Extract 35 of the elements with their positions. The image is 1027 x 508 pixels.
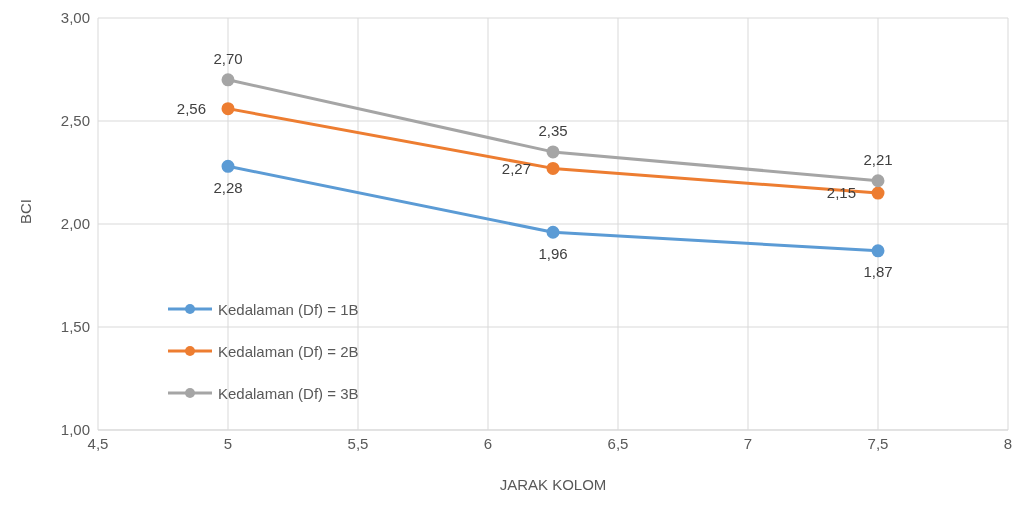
x-tick-label: 8 bbox=[1003, 434, 1013, 452]
point bbox=[546, 161, 560, 175]
point bbox=[546, 225, 560, 239]
y-tick-label: 2,50 bbox=[60, 112, 90, 130]
x-tick-label: 6,5 bbox=[607, 434, 629, 452]
data-label: 2,56 bbox=[176, 99, 206, 117]
point bbox=[871, 186, 885, 200]
data-label: 2,35 bbox=[538, 121, 568, 139]
point bbox=[221, 102, 235, 116]
x-tick-label: 6 bbox=[483, 434, 493, 452]
y-tick-label: 3,00 bbox=[60, 9, 90, 27]
x-tick-label: 4,5 bbox=[87, 434, 109, 452]
data-label: 2,28 bbox=[213, 178, 243, 196]
data-label: 2,21 bbox=[863, 150, 893, 168]
y-axis-title: BCI bbox=[17, 198, 35, 224]
point bbox=[871, 174, 885, 188]
point bbox=[221, 73, 235, 87]
data-label: 2,27 bbox=[501, 159, 531, 177]
data-label: 1,96 bbox=[538, 244, 568, 262]
point bbox=[221, 159, 235, 173]
x-tick-label: 5 bbox=[223, 434, 233, 452]
data-label: 1,87 bbox=[863, 263, 893, 281]
legend-label: Kedalaman (Df) = 1B bbox=[218, 300, 359, 318]
legend-label: Kedalaman (Df) = 3B bbox=[218, 384, 359, 402]
data-label: 2,70 bbox=[213, 49, 243, 67]
legend-label: Kedalaman (Df) = 2B bbox=[218, 342, 359, 360]
y-tick-label: 2,00 bbox=[60, 215, 90, 233]
point bbox=[546, 145, 560, 159]
x-tick-label: 7 bbox=[743, 434, 753, 452]
x-tick-label: 5,5 bbox=[347, 434, 369, 452]
x-tick-label: 7,5 bbox=[867, 434, 889, 452]
y-tick-label: 1,50 bbox=[60, 318, 90, 336]
point bbox=[871, 244, 885, 258]
x-axis-title: JARAK KOLOM bbox=[499, 476, 607, 493]
y-tick-label: 1,00 bbox=[60, 421, 90, 439]
